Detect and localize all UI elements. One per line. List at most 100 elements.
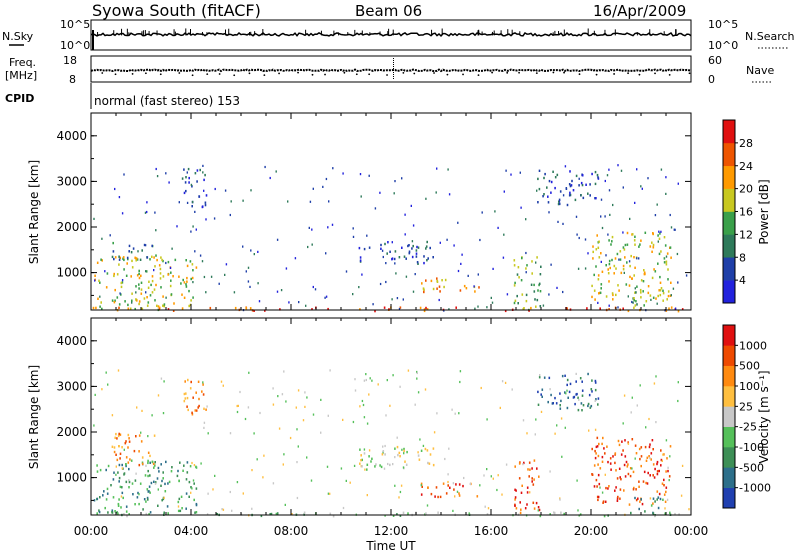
nave-dot bbox=[654, 72, 656, 75]
echo-cell bbox=[104, 506, 106, 510]
echo-cell bbox=[127, 461, 130, 464]
echo-cell bbox=[515, 489, 517, 492]
echo-cell bbox=[619, 497, 621, 500]
echo-cell-scatter bbox=[420, 484, 422, 487]
echo-cell bbox=[593, 485, 596, 488]
echo-cell bbox=[186, 396, 189, 400]
echo-cell bbox=[360, 459, 362, 462]
echo-cell bbox=[374, 465, 376, 468]
echo-cell-scatter bbox=[203, 189, 205, 192]
echo-cell bbox=[598, 240, 600, 243]
echo-cell bbox=[162, 259, 164, 263]
echo-cell-scatter bbox=[157, 488, 159, 491]
echo-cell-scatter bbox=[206, 513, 209, 516]
echo-cell-scatter bbox=[461, 253, 463, 256]
echo-cell bbox=[547, 201, 550, 204]
echo-cell bbox=[608, 262, 611, 266]
echo-cell bbox=[441, 279, 443, 282]
noise-sky-line bbox=[90, 31, 692, 37]
echo-cell-scatter bbox=[101, 388, 103, 391]
echo-cell-scatter bbox=[111, 414, 114, 417]
echo-cell bbox=[596, 234, 598, 237]
echo-cell bbox=[663, 261, 666, 264]
echo-cell-scatter bbox=[205, 218, 207, 221]
echo-cell-scatter bbox=[497, 474, 499, 477]
echo-cell bbox=[640, 239, 642, 242]
echo-cell bbox=[592, 257, 594, 260]
echo-cell-scatter bbox=[484, 505, 486, 508]
colorbar-tick-label: -500 bbox=[739, 461, 764, 474]
echo-cell bbox=[666, 252, 669, 255]
time-axis-labels: 00:00 04:00 08:00 12:00 16:00 20:00 00:00 bbox=[74, 524, 709, 538]
echo-cell-scatter bbox=[665, 176, 667, 179]
echo-cell-scatter bbox=[135, 472, 137, 475]
echo-cell bbox=[359, 462, 361, 465]
echo-cell-scatter bbox=[393, 192, 395, 195]
nave-dot bbox=[311, 73, 314, 76]
echo-cell bbox=[191, 413, 194, 416]
echo-cell-scatter bbox=[194, 210, 196, 213]
echo-cell bbox=[186, 276, 188, 280]
echo-cell bbox=[564, 391, 566, 394]
echo-cell-scatter bbox=[137, 250, 139, 253]
echo-cell bbox=[609, 266, 611, 270]
echo-cell-scatter bbox=[221, 508, 223, 511]
echo-cell bbox=[589, 406, 592, 409]
echo-cell bbox=[597, 403, 599, 406]
echo-cell bbox=[591, 390, 593, 393]
echo-cell-scatter bbox=[107, 383, 109, 386]
echo-cell-scatter bbox=[327, 414, 329, 417]
echo-cell-scatter bbox=[365, 373, 367, 376]
echo-cell bbox=[514, 488, 516, 491]
echo-cell bbox=[303, 511, 306, 514]
echo-cell bbox=[443, 285, 445, 289]
echo-cell bbox=[161, 258, 163, 262]
echo-cell-scatter bbox=[194, 250, 196, 253]
echo-cell bbox=[434, 495, 436, 498]
echo-cell-scatter bbox=[281, 393, 284, 396]
echo-cell-scatter bbox=[681, 464, 684, 467]
echo-cell bbox=[638, 447, 641, 451]
echo-cell bbox=[618, 467, 621, 470]
nave-dot bbox=[386, 74, 388, 76]
echo-cell bbox=[622, 268, 625, 271]
echo-cell-scatter bbox=[576, 479, 578, 482]
echo-cell bbox=[360, 454, 362, 457]
echo-cell bbox=[162, 471, 164, 474]
echo-cell-scatter bbox=[394, 484, 396, 487]
echo-cell bbox=[559, 407, 562, 410]
echo-cell-scatter bbox=[612, 203, 614, 207]
echo-cell-scatter bbox=[604, 179, 606, 183]
echo-cell bbox=[145, 270, 148, 273]
echo-cell bbox=[665, 309, 668, 312]
echo-cell bbox=[399, 514, 402, 517]
echo-cell bbox=[657, 294, 659, 298]
echo-cell bbox=[127, 307, 130, 310]
echo-cell-scatter bbox=[155, 167, 157, 171]
echo-cell-scatter bbox=[366, 234, 368, 237]
echo-cell-scatter bbox=[575, 372, 577, 375]
echo-cell bbox=[119, 433, 122, 436]
echo-cell bbox=[421, 485, 423, 488]
echo-cell-scatter bbox=[399, 385, 401, 388]
echo-cell bbox=[396, 513, 398, 516]
echo-cell bbox=[205, 194, 208, 197]
echo-cell-scatter bbox=[396, 436, 398, 439]
echo-cell-scatter bbox=[424, 388, 427, 391]
echo-cell bbox=[185, 176, 187, 179]
echo-cell-scatter bbox=[302, 419, 305, 422]
echo-cell bbox=[276, 512, 279, 515]
echo-cell bbox=[585, 183, 587, 186]
echo-cell-scatter bbox=[400, 484, 403, 487]
echo-cell bbox=[658, 469, 660, 473]
colorbar-swatch bbox=[723, 406, 735, 427]
echo-cell bbox=[595, 197, 597, 200]
echo-cell-scatter bbox=[654, 214, 657, 217]
echo-cell bbox=[163, 303, 166, 306]
echo-cell bbox=[185, 507, 187, 510]
echo-cell-scatter bbox=[638, 257, 640, 260]
echo-cell bbox=[615, 293, 617, 297]
echo-cell-scatter bbox=[283, 370, 285, 373]
ytick-label: 4000 bbox=[56, 129, 87, 143]
echo-cell bbox=[657, 506, 660, 510]
